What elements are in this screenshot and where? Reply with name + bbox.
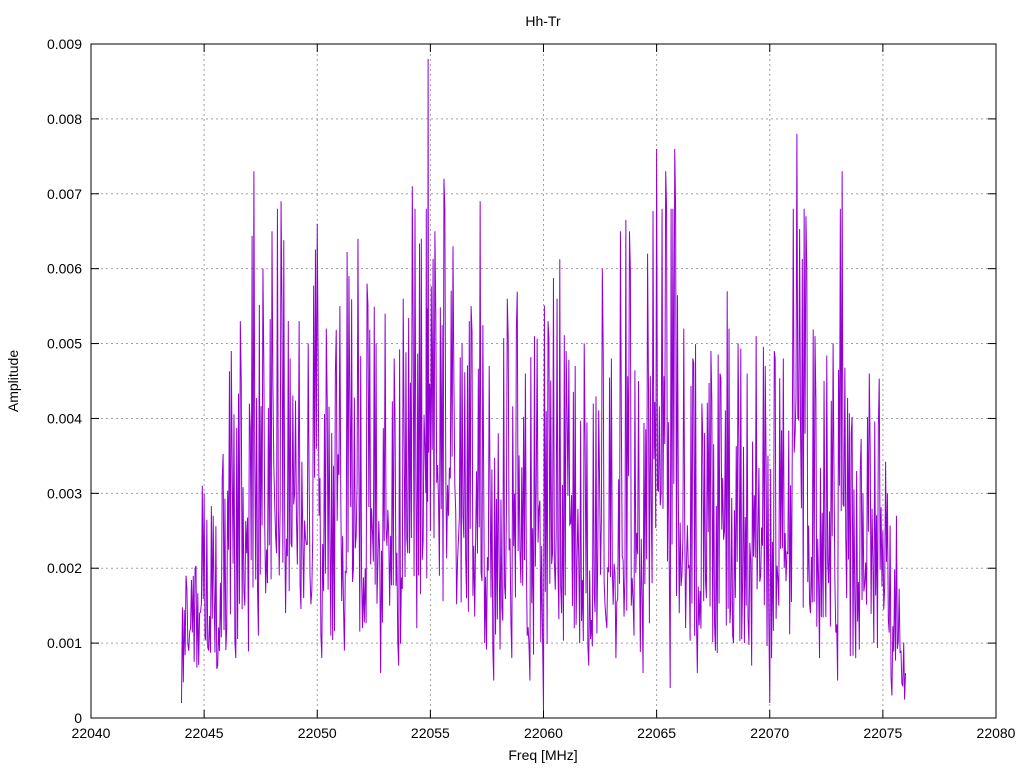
plot-frame	[90, 43, 997, 719]
y-tick-label: 0.001	[47, 635, 82, 651]
x-tick-label: 22065	[637, 725, 676, 741]
chart-title: Hh-Tr	[525, 13, 561, 29]
series-line	[181, 58, 906, 711]
y-tick-label: 0.006	[47, 261, 82, 277]
y-tick-label: 0	[74, 710, 82, 726]
x-tick-label: 22070	[750, 725, 789, 741]
y-tick-label: 0.008	[47, 111, 82, 127]
series-group	[181, 58, 906, 711]
x-tick-label: 22055	[411, 725, 450, 741]
x-axis-ticks: 22040 22045 22050 22055 22060 22065 22070 22075…	[72, 44, 1016, 741]
x-tick-label: 22050	[298, 725, 337, 741]
x-tick-label: 22040	[72, 725, 111, 741]
x-axis-label: Freq [MHz]	[508, 747, 577, 763]
y-axis-ticks: 0 0.001 0.002 0.003 0.004 0.005 0.006 0.007 0.00…	[47, 36, 996, 726]
x-tick-label: 22075	[863, 725, 902, 741]
y-tick-label: 0.002	[47, 560, 82, 576]
y-axis-label: Amplitude	[5, 350, 21, 412]
y-tick-label: 0.005	[47, 336, 82, 352]
y-tick-label: 0.003	[47, 485, 82, 501]
x-tick-label: 22080	[977, 725, 1016, 741]
y-tick-label: 0.009	[47, 36, 82, 52]
y-tick-label: 0.007	[47, 186, 82, 202]
x-tick-label: 22045	[185, 725, 224, 741]
x-tick-label: 22060	[524, 725, 563, 741]
y-tick-label: 0.004	[47, 410, 82, 426]
